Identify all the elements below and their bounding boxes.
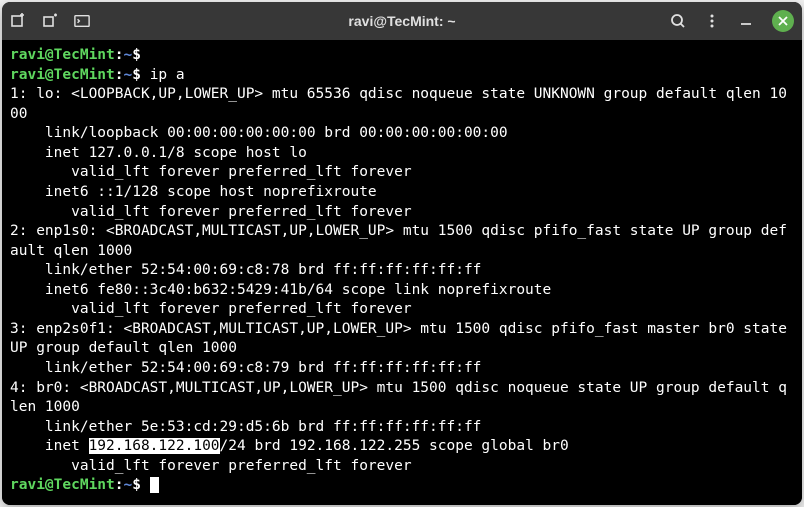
titlebar: ravi@TecMint: ~ bbox=[2, 2, 802, 40]
output-text: link/ether 52:54:00:69:c8:78 brd ff:ff:f… bbox=[10, 262, 481, 278]
prompt-user-host: ravi@TecMint bbox=[10, 477, 115, 493]
output-text: /24 brd 192.168.122.255 scope global br0 bbox=[220, 438, 569, 454]
terminal-line: link/loopback 00:00:00:00:00:00 brd 00:0… bbox=[10, 124, 794, 144]
prompt-path: ~ bbox=[124, 47, 133, 63]
terminal-line: 3: enp2s0f1: <BROADCAST,MULTICAST,UP,LOW… bbox=[10, 320, 794, 359]
prompt-colon: : bbox=[115, 477, 124, 493]
new-tab-icon[interactable] bbox=[10, 13, 26, 29]
minimize-button[interactable] bbox=[738, 13, 754, 29]
terminal-line: inet6 fe80::3c40:b632:5429:41b/64 scope … bbox=[10, 281, 794, 301]
output-text: inet6 ::1/128 scope host noprefixroute bbox=[10, 184, 377, 200]
close-button[interactable] bbox=[772, 10, 794, 32]
terminal-line: ravi@TecMint:~$ bbox=[10, 476, 794, 496]
output-text: inet bbox=[10, 438, 89, 454]
terminal-window: ravi@TecMint: ~ bbox=[2, 2, 802, 505]
output-text: valid_lft forever preferred_lft forever bbox=[10, 458, 412, 474]
output-text: link/ether 5e:53:cd:29:d5:6b brd ff:ff:f… bbox=[10, 419, 481, 435]
terminal-line: link/ether 52:54:00:69:c8:79 brd ff:ff:f… bbox=[10, 359, 794, 379]
output-text: 1: lo: <LOOPBACK,UP,LOWER_UP> mtu 65536 … bbox=[10, 86, 787, 122]
search-icon[interactable] bbox=[670, 13, 686, 29]
terminal-line: inet 127.0.0.1/8 scope host lo bbox=[10, 144, 794, 164]
prompt-user-host: ravi@TecMint bbox=[10, 47, 115, 63]
terminal-line: valid_lft forever preferred_lft forever bbox=[10, 163, 794, 183]
titlebar-left-actions bbox=[10, 13, 90, 29]
prompt-symbol: $ bbox=[132, 477, 149, 493]
prompt-path: ~ bbox=[124, 67, 133, 83]
terminal-line: ravi@TecMint:~$ ip a bbox=[10, 66, 794, 86]
prompt-colon: : bbox=[115, 67, 124, 83]
prompt-path: ~ bbox=[124, 477, 133, 493]
output-text: link/loopback 00:00:00:00:00:00 brd 00:0… bbox=[10, 125, 508, 141]
terminal-body[interactable]: ravi@TecMint:~$ ravi@TecMint:~$ ip a1: l… bbox=[2, 40, 802, 505]
terminal-line: valid_lft forever preferred_lft forever bbox=[10, 203, 794, 223]
prompt-symbol: $ bbox=[132, 67, 149, 83]
terminal-line: 1: lo: <LOOPBACK,UP,LOWER_UP> mtu 65536 … bbox=[10, 85, 794, 124]
highlighted-ip: 192.168.122.100 bbox=[89, 438, 220, 454]
output-text: valid_lft forever preferred_lft forever bbox=[10, 204, 412, 220]
command-text: ip a bbox=[150, 67, 185, 83]
terminal-line: link/ether 5e:53:cd:29:d5:6b brd ff:ff:f… bbox=[10, 418, 794, 438]
terminal-line: valid_lft forever preferred_lft forever bbox=[10, 457, 794, 477]
output-text: 4: br0: <BROADCAST,MULTICAST,UP,LOWER_UP… bbox=[10, 380, 787, 416]
new-window-icon[interactable] bbox=[42, 13, 58, 29]
terminal-icon[interactable] bbox=[74, 13, 90, 29]
output-text: inet6 fe80::3c40:b632:5429:41b/64 scope … bbox=[10, 282, 551, 298]
cursor bbox=[150, 477, 159, 493]
output-text: 3: enp2s0f1: <BROADCAST,MULTICAST,UP,LOW… bbox=[10, 321, 796, 357]
menu-icon[interactable] bbox=[704, 13, 720, 29]
output-text: inet 127.0.0.1/8 scope host lo bbox=[10, 145, 307, 161]
output-text: link/ether 52:54:00:69:c8:79 brd ff:ff:f… bbox=[10, 360, 481, 376]
prompt-symbol: $ bbox=[132, 47, 149, 63]
prompt-user-host: ravi@TecMint bbox=[10, 67, 115, 83]
output-text: valid_lft forever preferred_lft forever bbox=[10, 301, 412, 317]
titlebar-right-actions bbox=[670, 10, 794, 32]
terminal-line: ravi@TecMint:~$ bbox=[10, 46, 794, 66]
terminal-line: inet6 ::1/128 scope host noprefixroute bbox=[10, 183, 794, 203]
terminal-line: 2: enp1s0: <BROADCAST,MULTICAST,UP,LOWER… bbox=[10, 222, 794, 261]
output-text: valid_lft forever preferred_lft forever bbox=[10, 164, 412, 180]
prompt-colon: : bbox=[115, 47, 124, 63]
terminal-line: 4: br0: <BROADCAST,MULTICAST,UP,LOWER_UP… bbox=[10, 379, 794, 418]
output-text: 2: enp1s0: <BROADCAST,MULTICAST,UP,LOWER… bbox=[10, 223, 787, 259]
terminal-line: valid_lft forever preferred_lft forever bbox=[10, 300, 794, 320]
terminal-line: link/ether 52:54:00:69:c8:78 brd ff:ff:f… bbox=[10, 261, 794, 281]
terminal-line: inet 192.168.122.100/24 brd 192.168.122.… bbox=[10, 437, 794, 457]
